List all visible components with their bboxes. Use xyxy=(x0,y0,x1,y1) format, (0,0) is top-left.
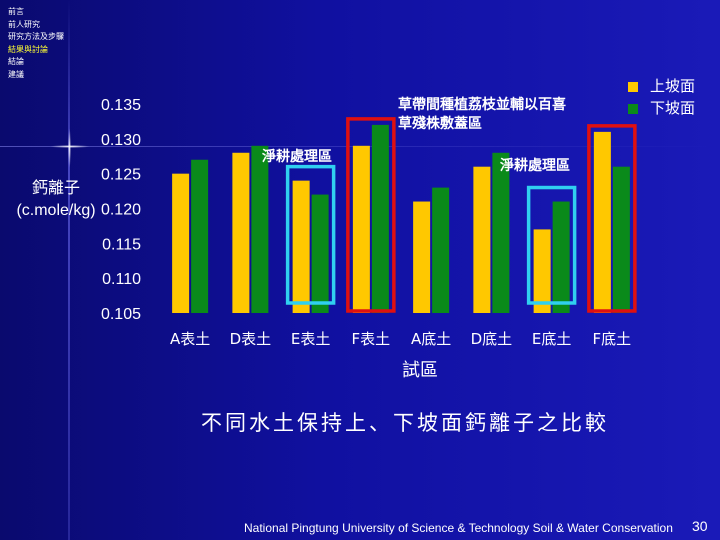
annotation-grass-strip: 草帶間種植荔枝並輔以百喜 草殘株敷蓋區 xyxy=(398,96,566,134)
bar-lower xyxy=(552,201,570,313)
x-tick-label: D表土 xyxy=(230,330,272,348)
legend-label-upper: 上坡面 xyxy=(650,78,696,95)
bar-lower xyxy=(371,124,389,314)
annotation-grass-line1: 草帶間種植荔枝並輔以百喜 xyxy=(398,97,566,113)
legend-item-lower: 下坡面 xyxy=(628,98,695,120)
y-tick-label: 0.115 xyxy=(102,236,141,253)
bar-lower xyxy=(251,145,269,313)
x-tick-label: A表土 xyxy=(170,330,210,348)
y-tick-label: 0.125 xyxy=(101,167,141,184)
bar-upper xyxy=(172,173,190,313)
highlight-box-red xyxy=(346,117,396,313)
nav-item-results[interactable]: 結果與討論 xyxy=(8,44,48,54)
nav-item-conclusion[interactable]: 結論 xyxy=(8,57,24,66)
annotation-clean-left: 淨耕處理區 xyxy=(262,149,332,165)
legend-swatch-upper xyxy=(628,82,638,92)
section-nav: 前言 前人研究 研究方法及步驟 結果與討論 結論 建議 xyxy=(8,6,64,81)
y-tick-label: 0.105 xyxy=(101,306,141,323)
annotation-grass-line2: 草殘株敷蓋區 xyxy=(398,116,482,132)
chart-caption: 不同水土保持上、下坡面鈣離子之比較 xyxy=(201,411,609,435)
x-tick-label: F底土 xyxy=(593,330,632,348)
legend-swatch-lower xyxy=(628,104,638,114)
x-axis-label: 試區 xyxy=(402,360,438,381)
bar-upper xyxy=(292,180,310,313)
footer-institution: National Pingtung University of Science … xyxy=(244,521,673,535)
y-tick-label: 0.135 xyxy=(101,97,141,114)
x-tick-label: E底土 xyxy=(532,330,571,348)
y-axis-label-line2: (c.mole/kg) xyxy=(16,202,96,219)
y-tick-label: 0.110 xyxy=(102,271,141,288)
x-tick-label: E表土 xyxy=(291,330,330,348)
y-tick-label: 0.130 xyxy=(101,132,141,149)
bar-lower xyxy=(432,187,450,313)
x-tick-label: F表土 xyxy=(352,330,391,348)
highlight-box-cyan xyxy=(526,185,577,305)
x-tick-label: A底土 xyxy=(411,330,451,348)
bar-lower xyxy=(612,166,630,313)
x-tick-label: D底土 xyxy=(471,330,513,348)
annotation-clean-right: 淨耕處理區 xyxy=(500,158,570,174)
nav-item-methods[interactable]: 研究方法及步驟 xyxy=(8,32,64,41)
bar-upper xyxy=(593,131,611,313)
y-tick-label: 0.120 xyxy=(101,202,141,219)
bar-lower xyxy=(191,159,209,313)
nav-item-preface[interactable]: 前言 xyxy=(8,7,24,16)
sparkle-icon-vertical xyxy=(68,128,71,168)
bar-upper xyxy=(232,152,250,313)
legend-item-upper: 上坡面 xyxy=(628,76,695,98)
bar-upper xyxy=(413,201,431,313)
bar-upper xyxy=(352,145,370,313)
nav-item-prior-research[interactable]: 前人研究 xyxy=(8,19,40,29)
bar-upper xyxy=(533,229,551,313)
highlight-box-red xyxy=(587,124,637,313)
y-axis-label: 鈣離子 (c.mole/kg) xyxy=(14,178,98,222)
bar-lower xyxy=(492,152,510,313)
page-number: 30 xyxy=(692,518,708,534)
bar-upper xyxy=(473,166,491,313)
highlight-box-cyan xyxy=(285,164,336,305)
nav-item-suggestions[interactable]: 建議 xyxy=(8,69,24,79)
chart-legend: 上坡面 下坡面 xyxy=(628,76,695,120)
legend-label-lower: 下坡面 xyxy=(650,100,696,117)
bar-lower xyxy=(311,194,329,313)
decorative-vertical-line xyxy=(68,0,70,540)
y-axis-label-line1: 鈣離子 xyxy=(31,180,80,197)
